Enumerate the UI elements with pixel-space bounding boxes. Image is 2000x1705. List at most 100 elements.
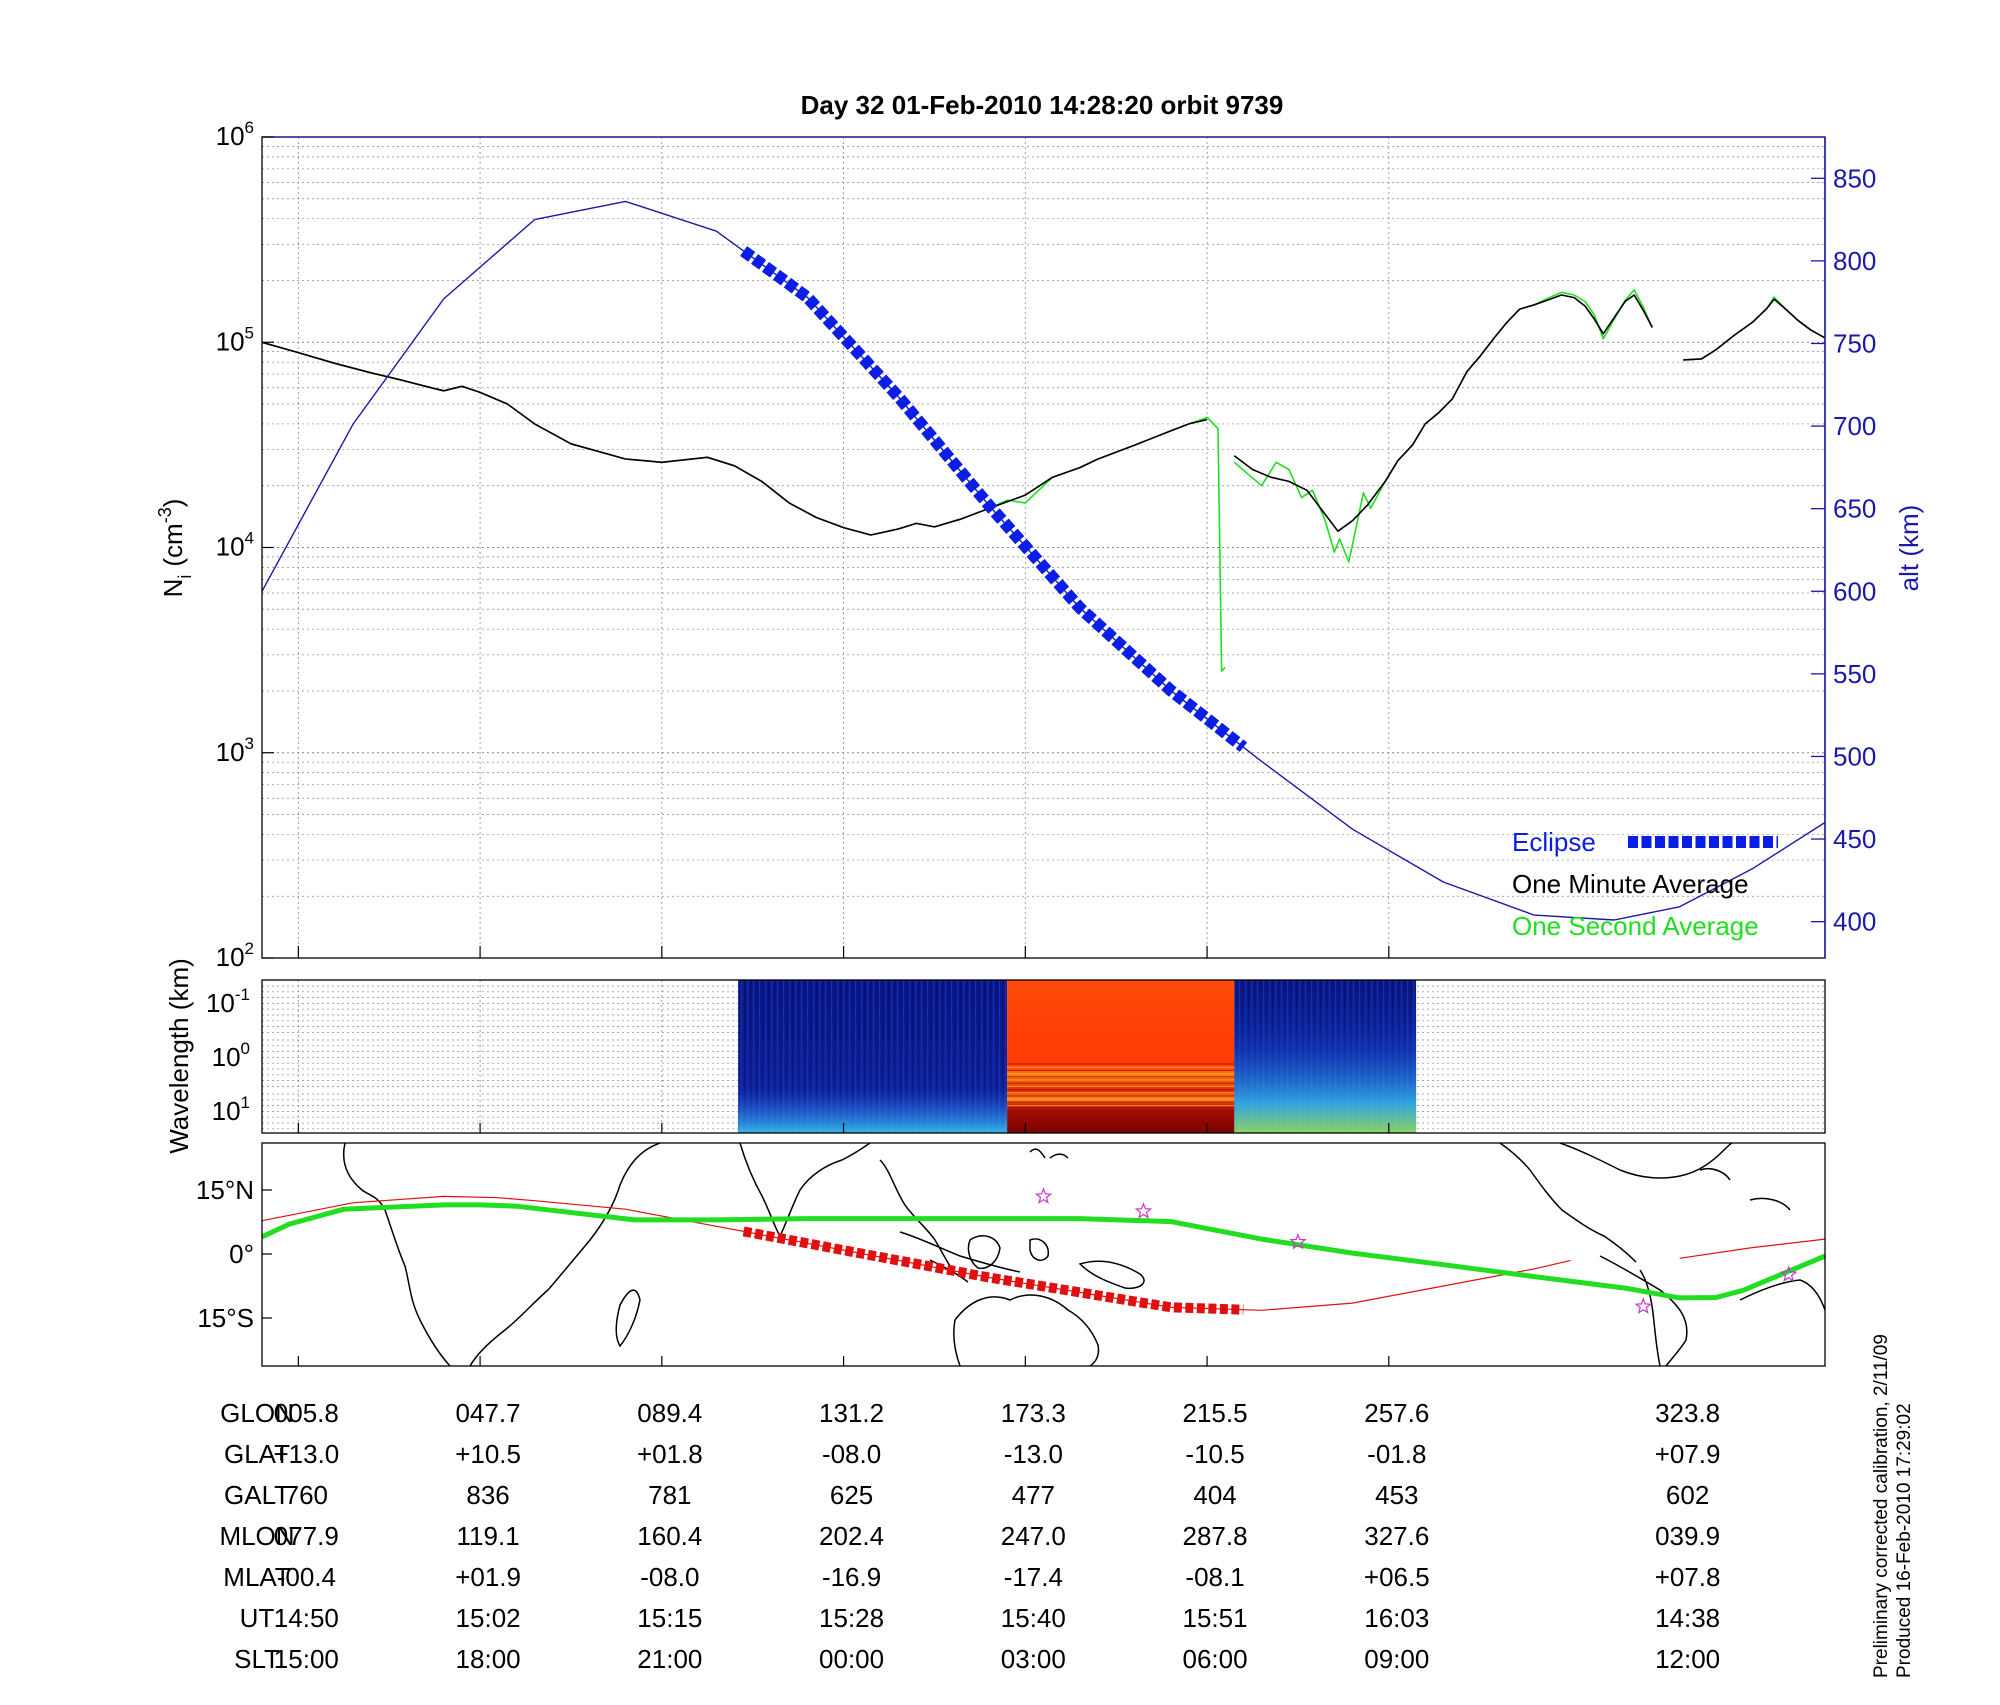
density-y-tick-base-2: 10	[216, 532, 245, 562]
coastline-africa	[343, 1142, 661, 1367]
table-cell-glat-5: -10.5	[1185, 1439, 1244, 1469]
map-panel: 15°N 0° 15°S	[196, 1142, 1826, 1367]
altitude-tick-label-9: 850	[1833, 163, 1876, 193]
table-cell-glon-1: 047.7	[456, 1398, 521, 1428]
table-cell-galt-6: 453	[1375, 1480, 1418, 1510]
table-row-label-glat: GLAT	[224, 1439, 290, 1469]
table-cell-mlat-1: +01.9	[455, 1562, 521, 1592]
table-cell-glon-3: 131.2	[819, 1398, 884, 1428]
density-y-tick-exp-1: 3	[245, 734, 254, 753]
table-cell-slt-6: 09:00	[1364, 1644, 1429, 1674]
table-cell-galt-3: 625	[830, 1480, 873, 1510]
spectrogram-y-tick-base-0: 10	[206, 988, 235, 1018]
table-row-label-mlon: MLON	[219, 1521, 294, 1551]
table-cell-glon-2: 089.4	[637, 1398, 702, 1428]
table-cell-mlat-0: -00.4	[277, 1562, 336, 1592]
spectrogram-y-tick-base-2: 10	[212, 1096, 241, 1126]
map-y-tick-label-2: 15°S	[197, 1303, 254, 1333]
altitude-tick-label-4: 600	[1833, 576, 1876, 606]
altitude-tick-label-6: 700	[1833, 411, 1876, 441]
coastline-new-guinea	[1078, 1260, 1145, 1290]
table-cell-ut-5: 15:51	[1183, 1603, 1248, 1633]
coastline-madagascar	[615, 1289, 641, 1348]
coastline-caribbean	[1699, 1168, 1791, 1211]
table-cell-mlon-4: 247.0	[1001, 1521, 1066, 1551]
table-cell-mlon-0: 077.9	[274, 1521, 339, 1551]
spectrogram-y-tick-exp-1: 0	[241, 1039, 250, 1058]
table-cell-mlon-5: 287.8	[1183, 1521, 1248, 1551]
table-cell-glat-2: +01.8	[637, 1439, 703, 1469]
table-cell-glon-0: 005.8	[274, 1398, 339, 1428]
coastline-india	[739, 1142, 871, 1238]
table-cell-glat-4: -13.0	[1004, 1439, 1063, 1469]
table-cell-glat-7: +07.9	[1655, 1439, 1721, 1469]
table-cell-ut-7: 14:38	[1655, 1603, 1720, 1633]
density-y-tick-exp-0: 2	[245, 939, 254, 958]
spectrogram-y-tick-label-1: 100	[212, 1039, 250, 1072]
coastline-japan	[1029, 1148, 1069, 1159]
table-row-label-glon: GLON	[220, 1398, 294, 1428]
table-cell-galt-0: 760	[285, 1480, 328, 1510]
table-cell-galt-2: 781	[648, 1480, 691, 1510]
table-cell-ut-6: 16:03	[1364, 1603, 1429, 1633]
spectrogram-block-fade-0	[738, 980, 1008, 1133]
ylabel-close: )	[158, 499, 188, 508]
legend: Eclipse One Minute Average One Second Av…	[1512, 827, 1778, 941]
ylabel-sub: i	[175, 575, 195, 579]
table-cell-ut-2: 15:15	[637, 1603, 702, 1633]
table-cell-galt-5: 404	[1193, 1480, 1236, 1510]
map-x-ticks	[297, 1356, 1390, 1366]
map-y-tick-label-0: 15°N	[196, 1175, 254, 1205]
table-cell-glat-0: +13.0	[273, 1439, 339, 1469]
altitude-tick-label-5: 650	[1833, 494, 1876, 524]
table-cell-slt-2: 21:00	[637, 1644, 702, 1674]
table-cell-glat-1: +10.5	[455, 1439, 521, 1469]
density-x-ticks	[297, 946, 1390, 958]
table-cell-glat-3: -08.0	[822, 1439, 881, 1469]
density-y-tick-base-0: 10	[216, 942, 245, 972]
ylabel-unit: (cm	[158, 523, 188, 566]
footnote-line-2: Produced 16-Feb-2010 17:29:02	[1894, 1403, 1915, 1678]
table-cell-glon-4: 173.3	[1001, 1398, 1066, 1428]
altitude-tick-label-3: 550	[1833, 659, 1876, 689]
density-y-tick-base-4: 10	[216, 121, 245, 151]
table-cell-ut-0: 14:50	[274, 1603, 339, 1633]
density-y-tick-label-0: 102	[216, 939, 254, 972]
star-marker-3	[1634, 1297, 1652, 1314]
map-y-ticks: 15°N 0° 15°S	[196, 1175, 272, 1333]
table-cell-galt-1: 836	[466, 1480, 509, 1510]
table-cell-slt-0: 15:00	[274, 1644, 339, 1674]
table-cell-mlon-3: 202.4	[819, 1521, 884, 1551]
altitude-axis-label: alt (km)	[1894, 505, 1924, 592]
table-cell-slt-4: 03:00	[1001, 1644, 1066, 1674]
spectrogram-y-tick-label-0: 10-1	[206, 985, 250, 1018]
density-data	[261, 200, 1826, 921]
map-y-tick-label-1: 0°	[229, 1239, 254, 1269]
density-y-tick-exp-3: 5	[245, 323, 254, 342]
table-cell-mlon-6: 327.6	[1364, 1521, 1429, 1551]
table-cell-mlat-7: +07.8	[1655, 1562, 1721, 1592]
chart-title: Day 32 01-Feb-2010 14:28:20 orbit 9739	[801, 90, 1284, 120]
table-cell-mlon-1: 119.1	[457, 1521, 520, 1551]
table-row-label-slt: SLT	[234, 1644, 280, 1674]
series-1-segment-1	[1233, 294, 1654, 532]
star-marker-4	[1779, 1265, 1798, 1282]
table-row-label-galt: GALT	[224, 1480, 290, 1510]
red-track-2	[1679, 1238, 1826, 1259]
table-cell-mlon-7: 039.9	[1655, 1521, 1720, 1551]
density-y-tick-label-4: 106	[216, 118, 254, 151]
altitude-y-ticks: 400 450 500 550 600 650 700 750 800 850	[1811, 163, 1876, 937]
table-cell-glon-6: 257.6	[1364, 1398, 1429, 1428]
red-eclipse-track	[742, 1226, 1244, 1315]
table-cell-ut-1: 15:02	[456, 1603, 521, 1633]
legend-one-minute-label: One Minute Average	[1512, 869, 1749, 899]
altitude-tick-label-2: 500	[1833, 741, 1876, 771]
table-cell-mlat-2: -08.0	[640, 1562, 699, 1592]
table-cell-ut-4: 15:40	[1001, 1603, 1066, 1633]
density-grid	[262, 146, 1825, 959]
